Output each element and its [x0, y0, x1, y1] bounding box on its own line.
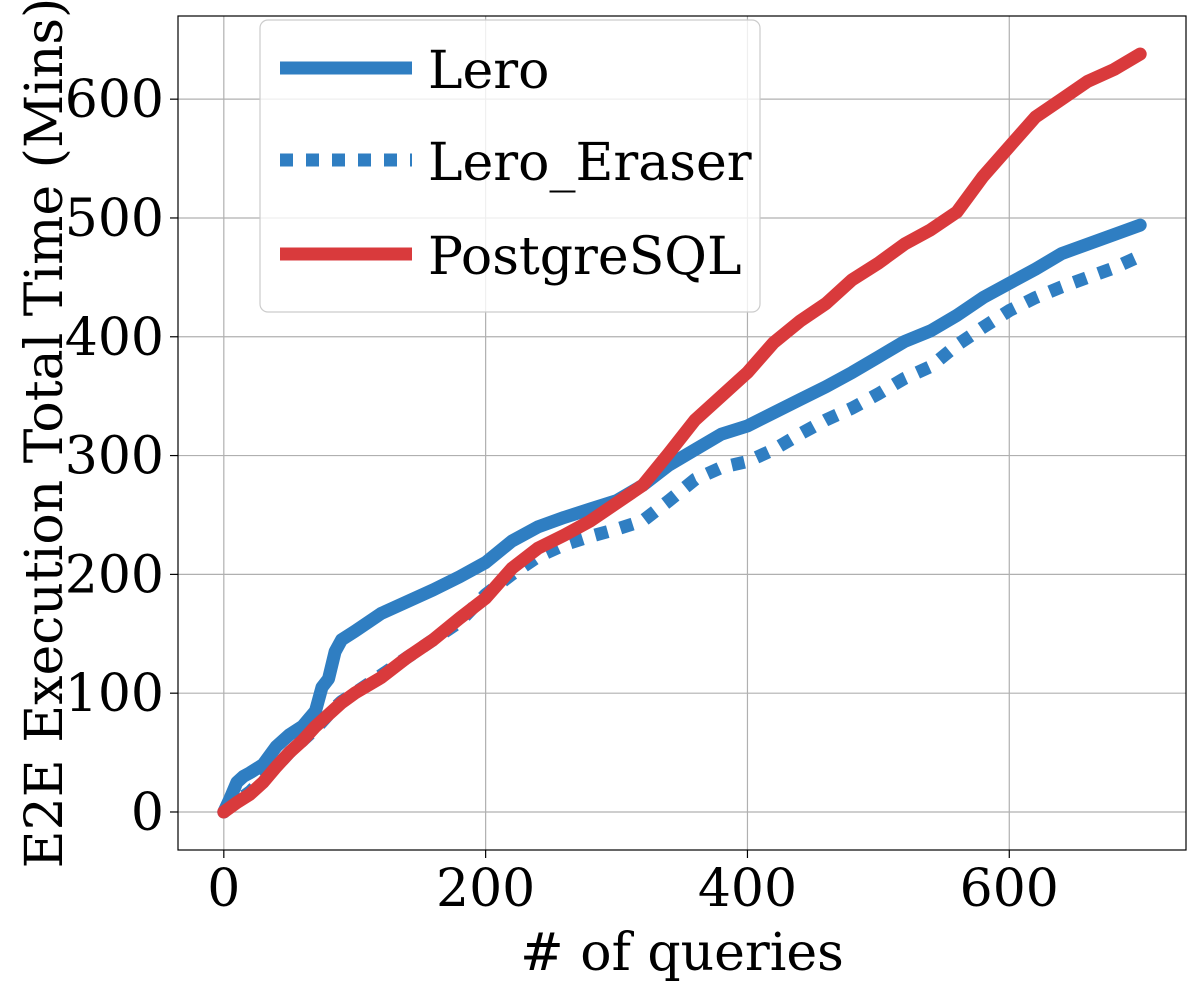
- y-tick-label-0: 0: [131, 783, 164, 843]
- x-tick-label-0: 0: [207, 859, 240, 919]
- x-tick-label-400: 400: [698, 859, 797, 919]
- y-tick-label-400: 400: [65, 308, 164, 368]
- legend-box: [259, 19, 761, 313]
- series-line-lero-eraser: [219, 250, 1143, 817]
- x-tick-label-600: 600: [960, 859, 1059, 919]
- plot-frame: [177, 15, 1187, 851]
- series-line-lero: [217, 218, 1147, 819]
- y-tick-label-200: 200: [65, 545, 164, 605]
- y-tick-label-100: 100: [65, 664, 164, 724]
- legend-label-postgresql: PostgreSQL: [428, 227, 741, 287]
- series-layer: [217, 47, 1147, 819]
- y-axis-label: E2E Execution Total Time (Mins): [15, 0, 75, 868]
- y-tick-label-600: 600: [65, 70, 164, 130]
- legend: Lero Lero_Eraser PostgreSQL: [259, 19, 761, 313]
- ticks: 0 200 400 600 0 100 200 300 400 500 600: [65, 70, 1059, 919]
- series-line-postgresql: [217, 47, 1147, 819]
- y-tick-label-500: 500: [65, 189, 164, 249]
- x-tick-label-200: 200: [436, 859, 535, 919]
- y-tick-label-300: 300: [65, 427, 164, 487]
- legend-label-lero: Lero: [428, 41, 549, 101]
- legend-label-lero-eraser: Lero_Eraser: [428, 133, 752, 193]
- x-axis-label: # of queries: [520, 923, 844, 983]
